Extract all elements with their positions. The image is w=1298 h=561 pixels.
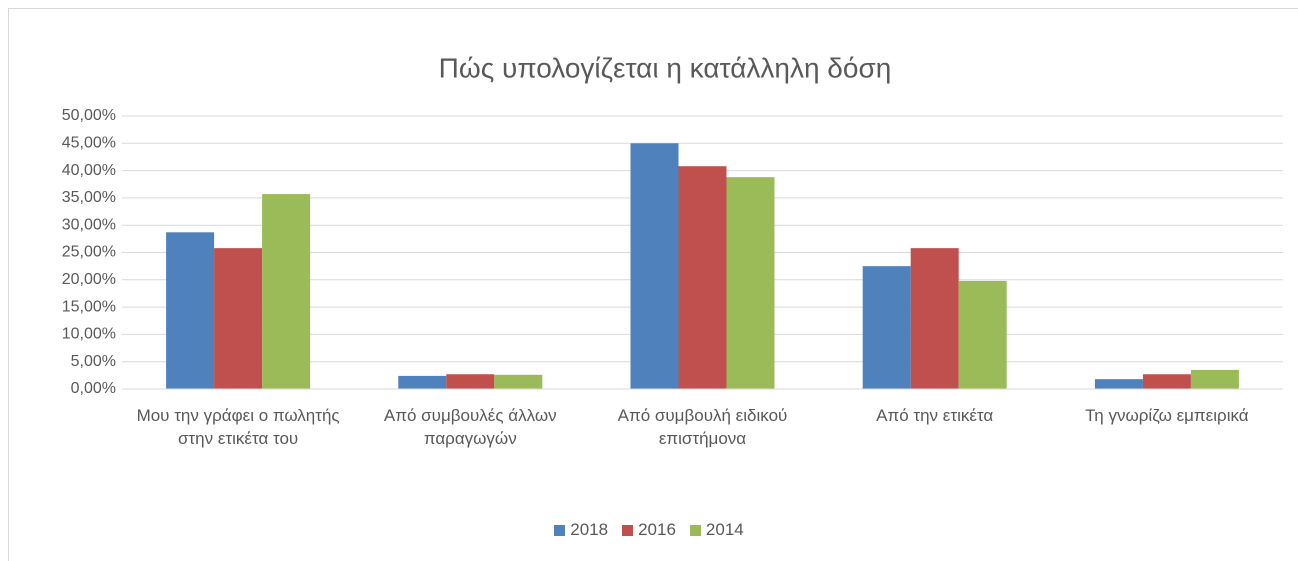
bar [678,166,727,389]
bar [494,374,543,389]
bar [1142,374,1191,389]
legend-item: 2014 [689,520,744,540]
y-tick-label: 35,00% [62,189,116,206]
bar [398,375,447,389]
y-tick-label: 45,00% [62,135,116,152]
y-tick-label: 5,00% [71,353,116,370]
bar [726,177,775,389]
legend-label: 2014 [705,520,744,539]
y-tick-label: 50,00% [62,107,116,124]
y-tick-label: 15,00% [62,298,116,315]
x-tick-label: Από συμβουλές άλλων παραγωγών [383,406,557,448]
y-tick-label: 25,00% [62,244,116,261]
y-tick-label: 40,00% [62,162,116,179]
bar [630,143,679,389]
bar [958,280,1007,389]
x-tick-label: Από συμβουλή ειδικού επιστήμονα [617,406,788,448]
y-tick-label: 30,00% [62,216,116,233]
bar [262,194,311,389]
y-tick-label: 0,00% [71,380,116,397]
y-tick-label: 20,00% [62,271,116,288]
bar [214,248,263,389]
bar [862,266,911,389]
legend: 2018 2016 2014 [0,520,1298,540]
bar [166,232,215,389]
bar [1190,369,1239,389]
y-tick-label: 10,00% [62,326,116,343]
x-tick-label: Από την ετικέτα [876,406,994,425]
x-tick-label: Μου την γράφει ο πωλητής στην ετικέτα το… [136,406,340,448]
legend-label: 2018 [570,520,609,539]
bar [1094,379,1143,389]
chart-title: Πώς υπολογίζεται η κατάλληλη δόση [439,52,892,83]
legend-label: 2016 [638,520,676,539]
x-tick-label: Τη γνωρίζω εμπειρικά [1085,406,1249,425]
bar [910,248,959,389]
legend-swatch [622,524,634,536]
legend-swatch [554,524,566,536]
legend-item: 2018 [554,520,608,540]
chart-border [8,8,1298,561]
bar [446,374,495,389]
legend-item: 2016 [622,520,676,540]
legend-swatch [689,524,701,536]
